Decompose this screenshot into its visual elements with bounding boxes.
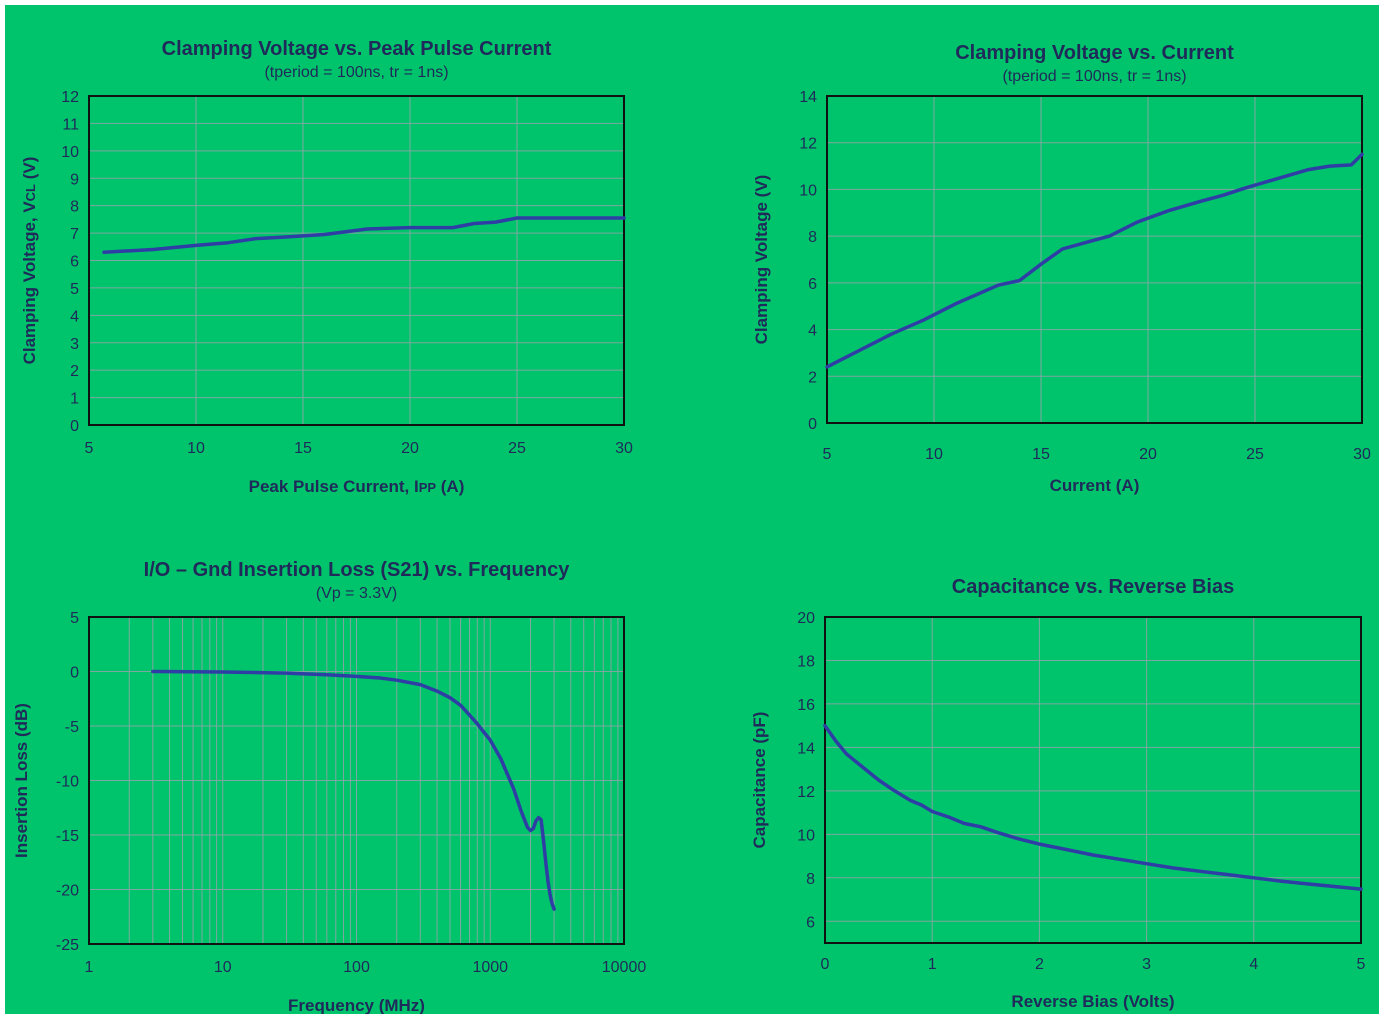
chart-tl: Clamping Voltage vs. Peak Pulse Current (… bbox=[20, 38, 633, 496]
plot-area-frame bbox=[88, 95, 625, 426]
y-tick-label: -5 bbox=[65, 719, 79, 736]
series-line bbox=[151, 669, 556, 911]
y-tick-label: -15 bbox=[56, 828, 79, 845]
x-tick-label: 25 bbox=[1246, 446, 1264, 463]
x-tick-label: 1 bbox=[85, 959, 94, 976]
y-tick-label: 16 bbox=[797, 697, 815, 714]
y-tick-label: 6 bbox=[808, 276, 817, 293]
y-tick-label: 12 bbox=[61, 89, 79, 106]
y-tick-label: 20 bbox=[797, 610, 815, 627]
x-tick-label: 1000 bbox=[472, 959, 508, 976]
y-tick-label: 7 bbox=[70, 226, 79, 243]
x-tick-label: 0 bbox=[821, 956, 830, 973]
y-tick-label: 8 bbox=[70, 199, 79, 216]
chart-subtitle: (tperiod = 100ns, tr = 1ns) bbox=[1002, 68, 1186, 85]
x-tick-label: 30 bbox=[615, 440, 633, 457]
x-tick-label: 5 bbox=[1357, 956, 1366, 973]
x-tick-label: 2 bbox=[1035, 956, 1044, 973]
grid bbox=[88, 95, 625, 426]
x-axis-label: Frequency (MHz) bbox=[288, 996, 425, 1014]
x-tick-label: 30 bbox=[1353, 446, 1371, 463]
chart-subtitle: (Vp = 3.3V) bbox=[316, 585, 397, 602]
x-tick-label: 20 bbox=[1139, 446, 1157, 463]
chart-title: Clamping Voltage vs. Peak Pulse Current bbox=[162, 38, 552, 60]
y-tick-label: 14 bbox=[797, 740, 815, 757]
y-axis-label: Clamping Voltage (V) bbox=[752, 175, 771, 345]
chart-sheet: Clamping Voltage vs. Peak Pulse Current (… bbox=[5, 5, 1379, 1014]
grid bbox=[824, 616, 1362, 943]
y-tick-label: 0 bbox=[70, 418, 79, 435]
y-tick-label: 4 bbox=[70, 308, 79, 325]
y-axis-label: Capacitance (pF) bbox=[750, 712, 769, 849]
y-tick-label: 12 bbox=[797, 784, 815, 801]
y-tick-label: 5 bbox=[70, 281, 79, 298]
y-axis-label: Insertion Loss (dB) bbox=[12, 703, 31, 858]
x-axis-label: Peak Pulse Current, IPP (A) bbox=[249, 477, 465, 496]
y-tick-label: 1 bbox=[70, 391, 79, 408]
plot-area-frame bbox=[826, 95, 1363, 424]
y-axis-label: Clamping Voltage, VCL (V) bbox=[20, 157, 39, 365]
y-tick-label: 5 bbox=[70, 610, 79, 627]
x-tick-label: 10 bbox=[925, 446, 943, 463]
chart-br: Capacitance vs. Reverse Bias681012141618… bbox=[750, 576, 1366, 1011]
y-tick-label: 18 bbox=[797, 653, 815, 670]
x-tick-label: 4 bbox=[1249, 956, 1258, 973]
y-tick-label: -25 bbox=[56, 937, 79, 954]
chart-tr: Clamping Voltage vs. Current (tperiod = 1… bbox=[752, 42, 1371, 495]
x-tick-label: 15 bbox=[1032, 446, 1050, 463]
x-tick-label: 1 bbox=[928, 956, 937, 973]
chart-subtitle: (tperiod = 100ns, tr = 1ns) bbox=[264, 64, 448, 81]
y-tick-label: 10 bbox=[61, 144, 79, 161]
chart-title: Capacitance vs. Reverse Bias bbox=[952, 576, 1234, 598]
y-tick-label: 6 bbox=[70, 254, 79, 271]
chart-title: Clamping Voltage vs. Current bbox=[955, 42, 1234, 64]
x-tick-label: 100 bbox=[343, 959, 370, 976]
series-line bbox=[825, 152, 1364, 369]
y-tick-label: 11 bbox=[62, 116, 79, 133]
x-tick-label: 5 bbox=[85, 440, 94, 457]
y-tick-label: 10 bbox=[797, 827, 815, 844]
y-tick-label: 8 bbox=[808, 229, 817, 246]
y-tick-label: 12 bbox=[799, 136, 817, 153]
y-tick-label: 2 bbox=[70, 363, 79, 380]
plot-area-frame bbox=[88, 616, 625, 945]
x-tick-label: 3 bbox=[1142, 956, 1151, 973]
y-tick-label: -20 bbox=[56, 883, 79, 900]
y-tick-label: 10 bbox=[799, 182, 817, 199]
grid bbox=[88, 616, 624, 945]
chart-bl: I/O – Gnd Insertion Loss (S21) vs. Frequ… bbox=[12, 559, 646, 1014]
grid bbox=[826, 95, 1363, 424]
x-axis-label: Reverse Bias (Volts) bbox=[1011, 992, 1174, 1011]
x-axis-label: Current (A) bbox=[1050, 476, 1140, 495]
y-tick-label: 3 bbox=[70, 336, 79, 353]
y-tick-label: 0 bbox=[70, 665, 79, 682]
x-tick-label: 10000 bbox=[602, 959, 647, 976]
series-line bbox=[102, 216, 626, 255]
y-tick-label: 0 bbox=[808, 416, 817, 433]
y-tick-label: -10 bbox=[56, 774, 79, 791]
y-tick-label: 8 bbox=[806, 871, 815, 888]
charts-canvas: Clamping Voltage vs. Peak Pulse Current (… bbox=[12, 38, 1371, 1014]
plot-area-frame bbox=[824, 616, 1362, 944]
x-tick-label: 25 bbox=[508, 440, 526, 457]
y-tick-label: 9 bbox=[70, 171, 79, 188]
series-line bbox=[823, 723, 1363, 891]
x-tick-label: 15 bbox=[294, 440, 312, 457]
x-tick-label: 10 bbox=[214, 959, 232, 976]
x-tick-label: 10 bbox=[187, 440, 205, 457]
y-tick-label: 4 bbox=[808, 323, 817, 340]
y-tick-label: 14 bbox=[799, 89, 817, 106]
y-tick-label: 6 bbox=[806, 914, 815, 931]
y-tick-label: 2 bbox=[808, 369, 817, 386]
x-tick-label: 5 bbox=[823, 446, 832, 463]
x-tick-label: 20 bbox=[401, 440, 419, 457]
chart-title: I/O – Gnd Insertion Loss (S21) vs. Frequ… bbox=[144, 559, 571, 581]
